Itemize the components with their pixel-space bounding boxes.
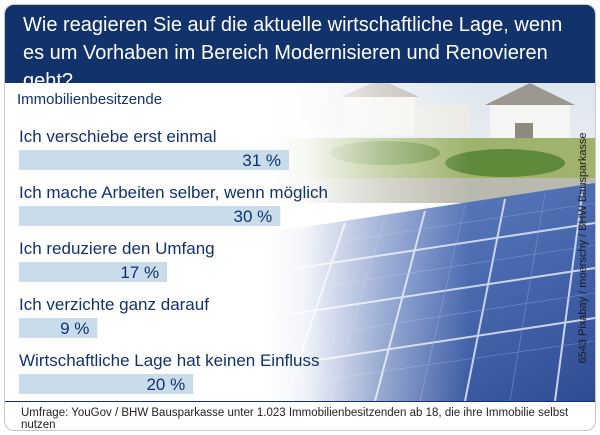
value-label: 20 % xyxy=(146,375,185,394)
category-label: Ich reduziere den Umfang xyxy=(19,239,215,258)
photo-credit: 6543 Pixabay / moerschy / BHW Bausparkas… xyxy=(571,83,593,401)
photo-fade-overlay xyxy=(265,83,595,401)
header-banner: Wie reagieren Sie auf die aktuelle wirts… xyxy=(5,5,595,92)
infographic-frame: Wie reagieren Sie auf die aktuelle wirts… xyxy=(4,4,596,431)
group-label: Immobilienbesitzende xyxy=(17,91,163,108)
category-label: Wirtschaftliche Lage hat keinen Einfluss xyxy=(19,351,320,370)
bar xyxy=(19,150,289,170)
category-label: Ich verschiebe erst einmal xyxy=(19,127,216,146)
photo-credit-text: 6543 Pixabay / moerschy / BHW Bausparkas… xyxy=(577,132,589,363)
chart-title: Wie reagieren Sie auf die aktuelle wirts… xyxy=(23,14,563,92)
value-label: 30 % xyxy=(234,207,273,226)
svg-text:6543 Pixabay / moerschy / BHW: 6543 Pixabay / moerschy / BHW Bausparkas… xyxy=(577,132,589,363)
value-label: 17 % xyxy=(120,263,159,282)
value-label: 31 % xyxy=(242,151,281,170)
bar xyxy=(19,318,98,338)
bar xyxy=(19,374,194,394)
bar-chart: Ich verschiebe erst einmal 31 % Ich mache … xyxy=(19,127,328,394)
footer-divider xyxy=(5,401,595,402)
bar xyxy=(19,262,168,282)
solar-roof-photo: 6543 Pixabay / moerschy / BHW Bausparkas… xyxy=(265,83,595,401)
category-label: Ich mache Arbeiten selber, wenn möglich xyxy=(19,183,328,202)
bar xyxy=(19,206,281,226)
category-label: Ich verzichte ganz darauf xyxy=(19,295,209,314)
footnote: Umfrage: YouGov / BHW Bausparkasse unter… xyxy=(21,407,569,431)
value-label: 9 % xyxy=(60,319,89,338)
